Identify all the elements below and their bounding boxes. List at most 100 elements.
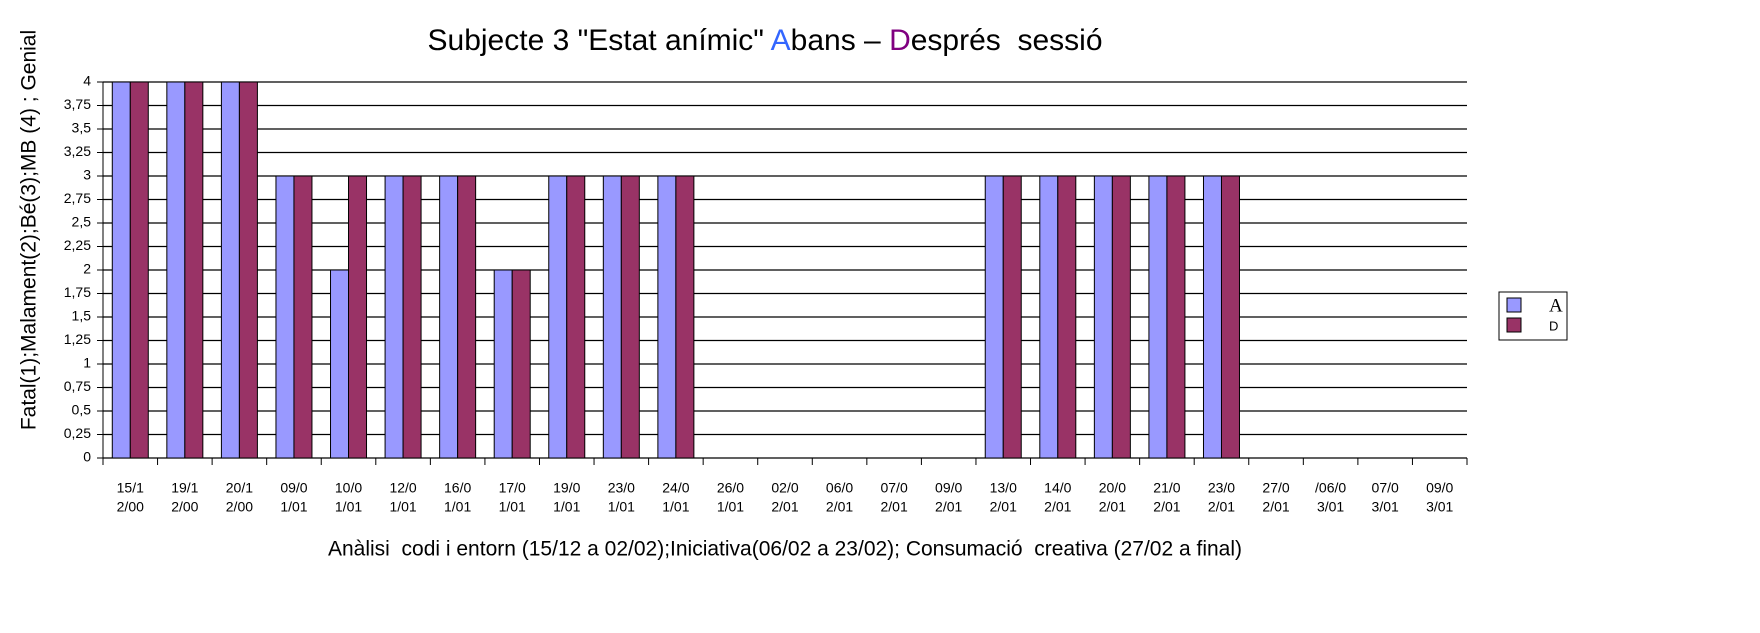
- bar: [348, 175, 368, 459]
- x-tick-label: 3/01: [1426, 499, 1453, 515]
- x-tick-label: 20/1: [226, 480, 253, 496]
- y-tick-label: 2: [83, 261, 91, 277]
- bar: [1202, 175, 1222, 459]
- x-tick-label: 07/0: [880, 480, 907, 496]
- x-tick-label: 09/0: [1426, 480, 1453, 496]
- x-tick-label: 1/01: [553, 499, 580, 515]
- x-tick-label: 1/01: [717, 499, 744, 515]
- x-tick-label: 09/0: [280, 480, 307, 496]
- title-part: Subjecte 3 "Estat anímic": [428, 24, 771, 57]
- x-tick-label: 1/01: [662, 499, 689, 515]
- x-tick-label: 2/01: [990, 499, 1017, 515]
- x-tick-label: 2/00: [226, 499, 253, 515]
- x-tick-label: 26/0: [717, 480, 744, 496]
- x-tick-label: 12/0: [389, 480, 416, 496]
- bar: [293, 175, 313, 459]
- bar: [675, 175, 695, 459]
- bar: [1057, 175, 1077, 459]
- y-tick-label: 0,25: [64, 425, 91, 441]
- x-tick-label: 2/01: [1208, 499, 1235, 515]
- bar: [238, 81, 258, 459]
- x-tick-label: 2/01: [1153, 499, 1180, 515]
- x-tick-label: 2/01: [880, 499, 907, 515]
- x-tick-label: 06/0: [826, 480, 853, 496]
- x-tick-label: 1/01: [389, 499, 416, 515]
- legend-swatch: [1506, 317, 1522, 333]
- x-tick-label: 15/1: [117, 480, 144, 496]
- x-tick-label: 2/01: [1262, 499, 1289, 515]
- y-tick-label: 2,5: [72, 214, 92, 230]
- bar: [1093, 175, 1113, 459]
- y-tick-label: 3,5: [72, 120, 92, 136]
- title-part: D: [889, 24, 911, 57]
- x-tick-label: 2/00: [117, 499, 144, 515]
- title-part: bans –: [791, 24, 889, 57]
- bar: [657, 175, 677, 459]
- x-tick-label: 23/0: [1208, 480, 1235, 496]
- x-tick-label: 2/00: [171, 499, 198, 515]
- y-tick-label: 4: [83, 73, 91, 89]
- x-tick-label: 20/0: [1099, 480, 1126, 496]
- y-tick-label: 0,5: [72, 402, 92, 418]
- bar: [620, 175, 640, 459]
- bar: [384, 175, 404, 459]
- bar: [566, 175, 586, 459]
- y-axis-label: Fatal(1);Malament(2);Bé(3);MB (4) ; Geni…: [18, 30, 41, 430]
- bar: [184, 81, 204, 459]
- bar: [1111, 175, 1131, 459]
- bar: [402, 175, 422, 459]
- x-tick-label: 1/01: [608, 499, 635, 515]
- x-tick-label: 16/0: [444, 480, 471, 496]
- x-tick-label: 1/01: [280, 499, 307, 515]
- x-tick-label: /06/0: [1315, 480, 1346, 496]
- legend-label: D: [1549, 318, 1558, 333]
- bar: [220, 81, 240, 459]
- legend-swatch: [1506, 297, 1522, 313]
- bar: [548, 175, 568, 459]
- y-tick-label: 2,25: [64, 237, 91, 253]
- bar: [111, 81, 131, 459]
- y-tick-label: 2,75: [64, 190, 91, 206]
- x-tick-label: 3/01: [1317, 499, 1344, 515]
- x-tick-label: 1/01: [335, 499, 362, 515]
- x-tick-label: 2/01: [826, 499, 853, 515]
- bar: [330, 269, 350, 459]
- y-tick-label: 3,75: [64, 96, 91, 112]
- bar: [1220, 175, 1240, 459]
- x-tick-label: 2/01: [1044, 499, 1071, 515]
- bar: [1039, 175, 1059, 459]
- x-tick-label: 17/0: [499, 480, 526, 496]
- bar: [984, 175, 1004, 459]
- bar: [1166, 175, 1186, 459]
- x-tick-label: 1/01: [444, 499, 471, 515]
- x-tick-label: 3/01: [1372, 499, 1399, 515]
- bar: [457, 175, 477, 459]
- y-tick-label: 1: [83, 355, 91, 371]
- bar: [493, 269, 513, 459]
- y-tick-label: 1,5: [72, 308, 92, 324]
- x-tick-label: 07/0: [1372, 480, 1399, 496]
- x-tick-label: 02/0: [771, 480, 798, 496]
- x-tick-label: 21/0: [1153, 480, 1180, 496]
- x-tick-label: 14/0: [1044, 480, 1071, 496]
- chart-title: Subjecte 3 "Estat anímic" Abans – Despré…: [428, 24, 1103, 57]
- x-tick-label: 2/01: [1099, 499, 1126, 515]
- x-tick-label: 1/01: [499, 499, 526, 515]
- bar: [602, 175, 622, 459]
- bar: [166, 81, 186, 459]
- x-tick-label: 23/0: [608, 480, 635, 496]
- x-tick-label: 24/0: [662, 480, 689, 496]
- title-part: A: [771, 24, 791, 57]
- y-tick-label: 3: [83, 167, 91, 183]
- x-tick-label: 09/0: [935, 480, 962, 496]
- bar: [129, 81, 149, 459]
- x-tick-label: 19/1: [171, 480, 198, 496]
- x-tick-label: 27/0: [1262, 480, 1289, 496]
- title-part: esprés sessió: [911, 24, 1103, 57]
- y-tick-label: 0,75: [64, 378, 91, 394]
- x-tick-label: 13/0: [990, 480, 1017, 496]
- y-tick-label: 1,75: [64, 284, 91, 300]
- x-tick-label: 10/0: [335, 480, 362, 496]
- bar: [511, 269, 531, 459]
